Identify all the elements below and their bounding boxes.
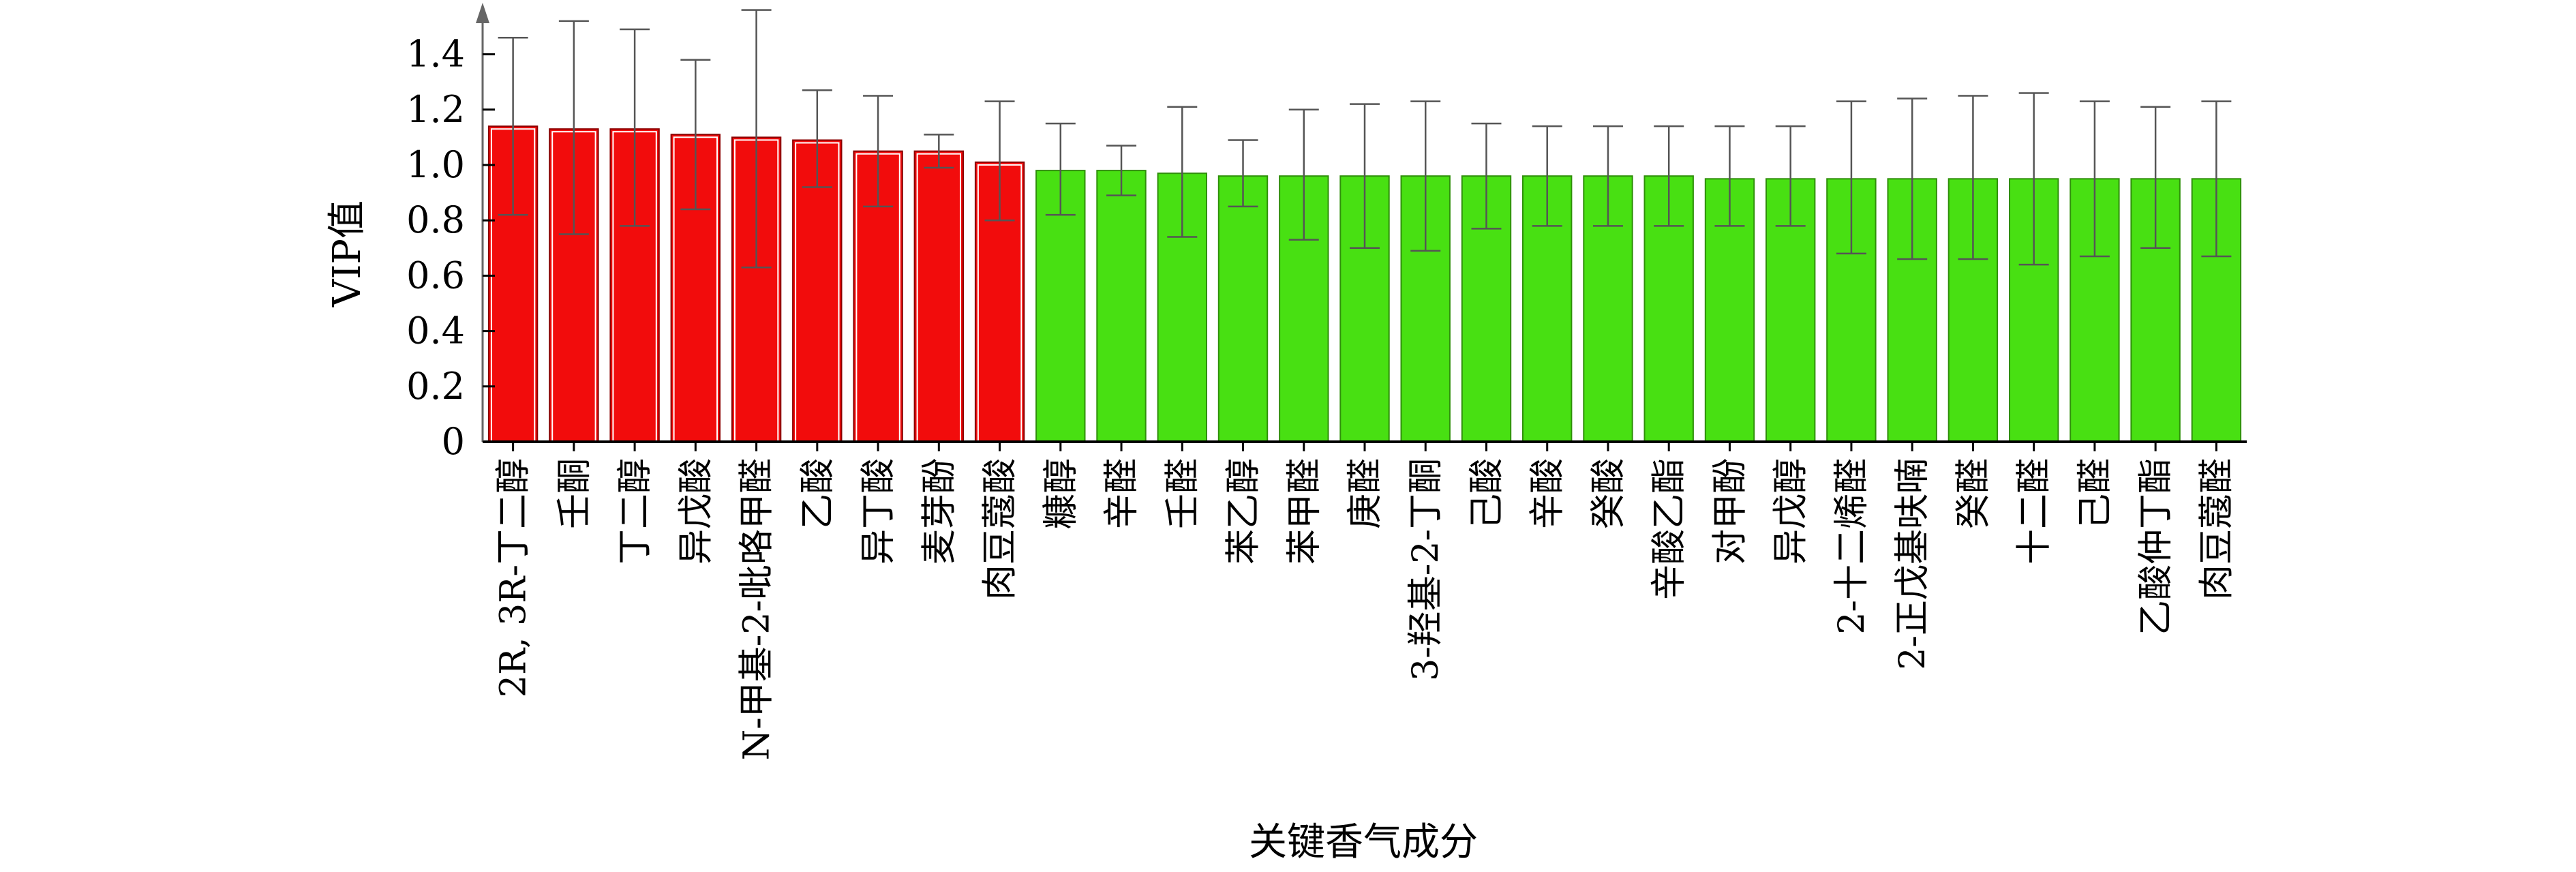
y-tick-label-1: 0.2	[406, 365, 465, 408]
x-category-label-29: 肉豆蔻醛	[2196, 458, 2237, 600]
y-tick-label-5: 1.0	[406, 143, 465, 186]
x-category-label-12: 壬醛	[1162, 458, 1203, 529]
x-category-label-17: 己酸	[1467, 458, 1508, 529]
y-tick-label-2: 0.4	[406, 310, 465, 352]
y-tick-label-3: 0.6	[406, 254, 465, 297]
x-category-label-28: 乙酸仲丁酯	[2136, 458, 2177, 635]
bar-6	[792, 139, 843, 442]
x-category-label-10: 糠醇	[1041, 458, 1082, 529]
x-category-label-19: 癸酸	[1588, 458, 1629, 529]
x-category-label-4: 异戊酸	[676, 458, 716, 565]
x-category-label-11: 辛醛	[1102, 458, 1142, 529]
x-category-label-3: 丁二醇	[615, 458, 656, 565]
bar-11	[1096, 170, 1147, 442]
x-category-label-20: 辛酸乙酯	[1649, 458, 1690, 600]
x-category-label-23: 2-十二烯醛	[1832, 458, 1873, 635]
bar-8	[913, 150, 964, 442]
x-category-label-13: 苯乙醇	[1224, 458, 1264, 565]
y-axis-title: VIP值	[325, 200, 369, 307]
x-category-label-26: 十二醛	[2014, 458, 2055, 565]
x-category-label-25: 癸醛	[1953, 458, 1994, 529]
x-category-label-9: 肉豆蔻酸	[980, 458, 1021, 600]
bar-10	[1035, 170, 1086, 442]
x-category-label-27: 己醛	[2075, 458, 2116, 529]
y-tick-label-0: 0	[442, 420, 465, 463]
x-category-label-24: 2-正戊基呋喃	[1892, 458, 1933, 670]
x-category-label-8: 麦芽酚	[919, 458, 960, 565]
x-category-label-21: 对甲酚	[1710, 458, 1751, 565]
y-tick-label-4: 0.8	[406, 198, 465, 241]
x-axis-title: 关键香气成分	[1249, 820, 1478, 865]
x-category-label-2: 壬酮	[554, 458, 595, 529]
x-category-label-16: 3-羟基-2-丁酮	[1406, 458, 1446, 681]
bar-13	[1217, 175, 1269, 442]
x-category-label-15: 庚醛	[1345, 458, 1386, 529]
y-axis-arrow-icon	[476, 3, 489, 23]
x-category-label-18: 辛酸	[1528, 458, 1569, 529]
error-bars-layer	[498, 9, 2232, 269]
y-tick-label-7: 1.4	[406, 33, 465, 76]
x-category-label-6: 乙酸	[798, 458, 838, 529]
x-category-label-14: 苯甲醛	[1284, 458, 1325, 565]
y-tick-label-6: 1.2	[406, 88, 465, 131]
x-category-label-1: 2R, 3R-丁二醇	[494, 458, 534, 697]
x-category-label-22: 异戊醇	[1771, 458, 1812, 565]
x-category-label-5: N-甲基-2-吡咯甲醛	[737, 458, 778, 760]
x-category-label-7: 异丁酸	[858, 458, 899, 565]
axes-layer	[476, 3, 2247, 451]
labels-layer: 0 0.2 0.4 0.6 0.8 1.0 1.2 1.4 2R, 3R-丁二醇 壬酮 丁二醇 异戊酸…	[406, 33, 2237, 761]
